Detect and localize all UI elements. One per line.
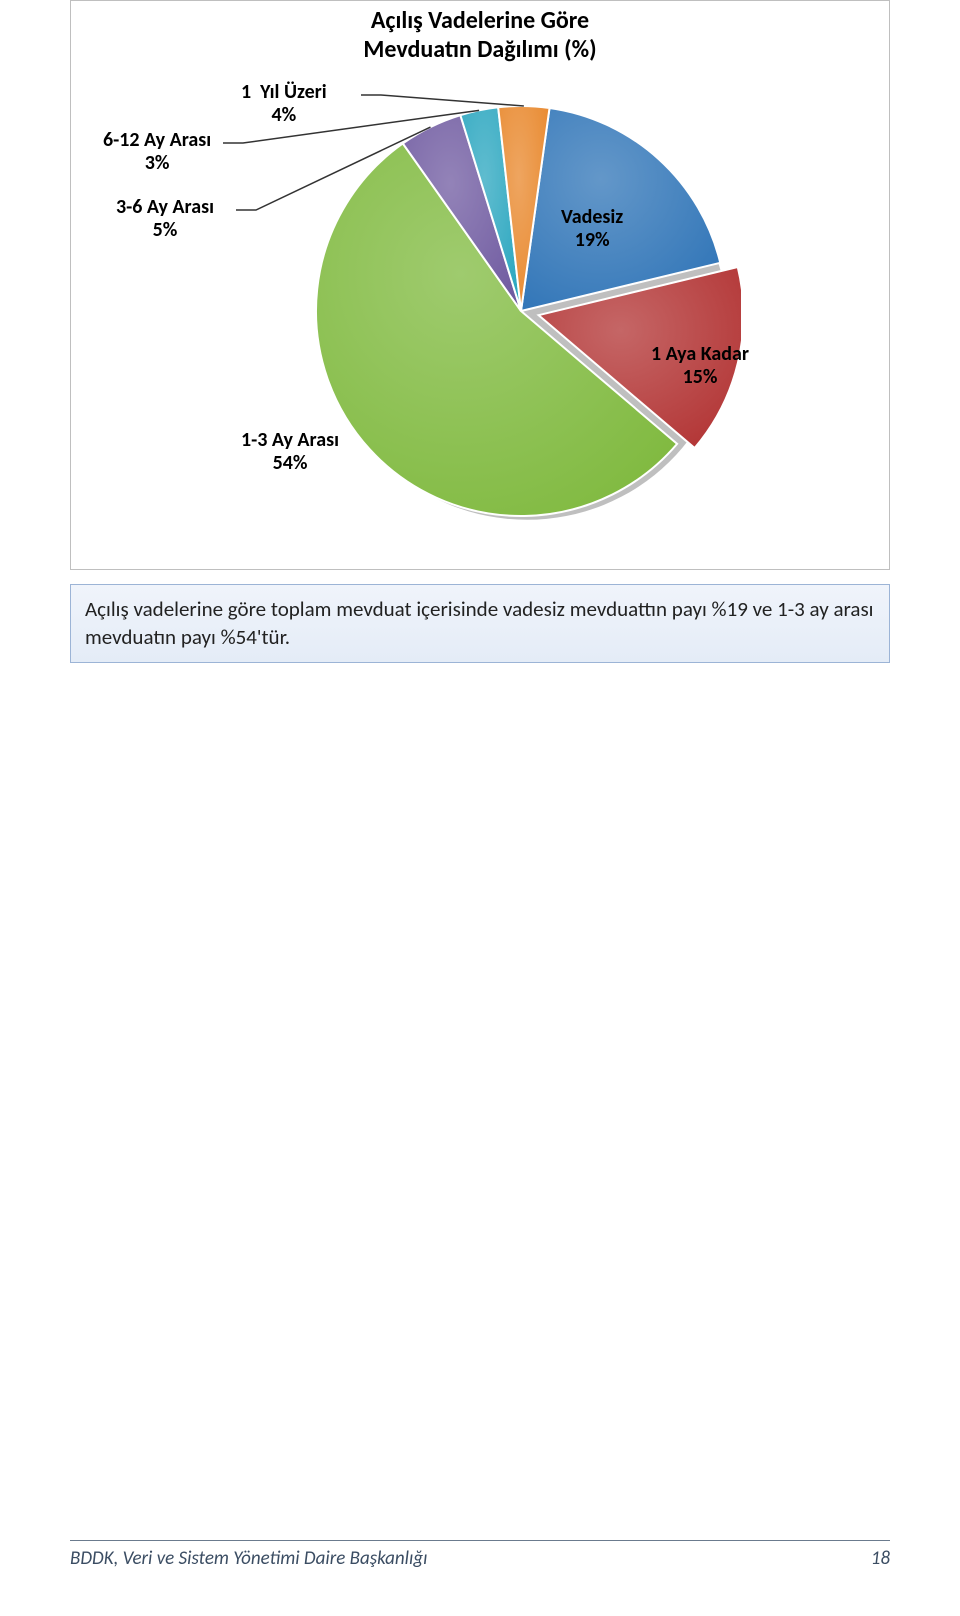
pie-chart xyxy=(301,91,741,531)
chart-title: Açılış Vadelerine Göre Mevduatın Dağılım… xyxy=(71,7,889,65)
caption-text: Açılış vadelerine göre toplam mevduat iç… xyxy=(85,596,874,650)
slice-label-1-aya-kadar: 1 Aya Kadar 15% xyxy=(651,343,749,389)
page: Açılış Vadelerine Göre Mevduatın Dağılım… xyxy=(0,0,960,1616)
footer-source: BDDK, Veri ve Sistem Yönetimi Daire Başk… xyxy=(70,1547,428,1570)
chart-title-line2: Mevduatın Dağılımı (%) xyxy=(363,35,596,64)
slice-label-6-12-ay-arası: 6-12 Ay Arası 3% xyxy=(103,129,211,175)
caption-box: Açılış vadelerine göre toplam mevduat iç… xyxy=(70,584,890,663)
chart-title-line1: Açılış Vadelerine Göre xyxy=(371,6,589,35)
slice-label-1-3-ay-arası: 1-3 Ay Arası 54% xyxy=(241,429,339,475)
pie-chart-container: Açılış Vadelerine Göre Mevduatın Dağılım… xyxy=(70,0,890,570)
slice-label-1-yıl-üzeri: 1 Yıl Üzeri 4% xyxy=(241,81,327,127)
page-footer: BDDK, Veri ve Sistem Yönetimi Daire Başk… xyxy=(70,1540,890,1570)
slice-label-vadesiz: Vadesiz 19% xyxy=(561,206,623,252)
footer-page-number: 18 xyxy=(871,1547,890,1570)
slice-label-3-6-ay-arası: 3-6 Ay Arası 5% xyxy=(116,196,214,242)
